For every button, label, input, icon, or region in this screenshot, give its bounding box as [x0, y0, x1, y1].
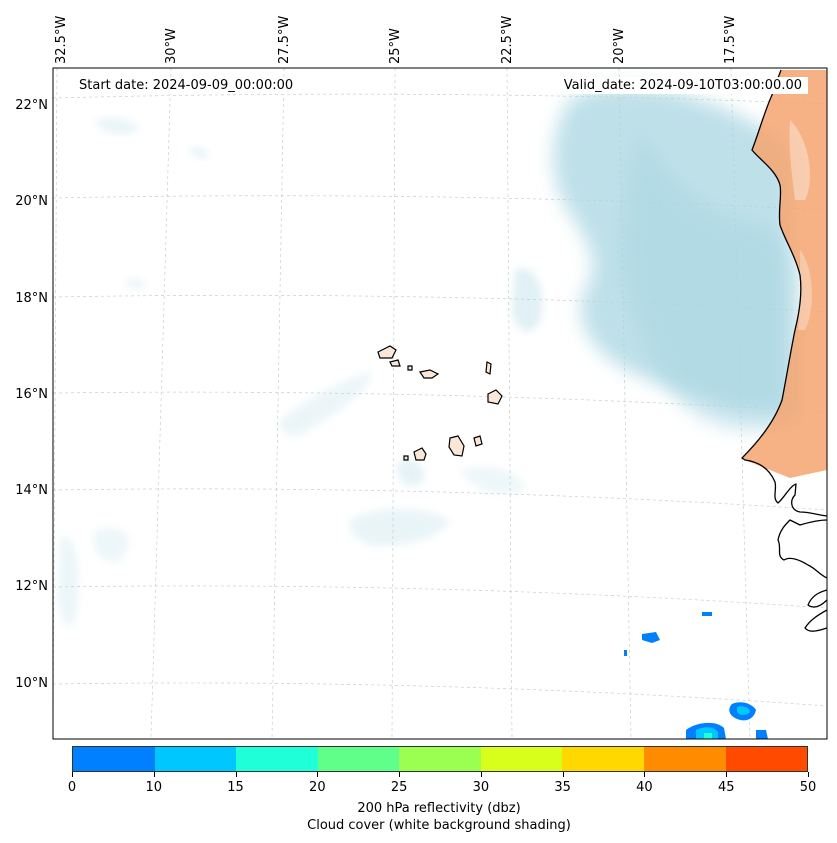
valid-date-label: Valid_date: 2024-09-10T03:00:00.00 [557, 77, 808, 94]
colorbar-segment-2 [236, 747, 318, 771]
colorbar-segment-5 [480, 747, 563, 771]
colorbar-tick-mark [399, 772, 401, 777]
cape-verde-islands [377, 345, 503, 461]
colorbar-tick-label: 50 [799, 780, 817, 795]
lat-label-16n: 16°N [15, 387, 48, 402]
colorbar-tick-label: 40 [636, 780, 653, 795]
colorbar-tick-label: 10 [145, 780, 163, 795]
colorbar-tick-mark [480, 772, 482, 777]
colorbar-tick-label: 20 [309, 780, 326, 795]
lat-label-10n: 10°N [15, 676, 48, 691]
colorbar-tick-mark [317, 772, 319, 777]
colorbar-tick-label: 35 [554, 780, 571, 795]
lat-label-12n: 12°N [15, 579, 48, 594]
colorbar-tick-mark [235, 772, 237, 777]
colorbar-tick-label: 25 [390, 780, 408, 795]
lon-label-17-5w: 17.5°W [723, 15, 738, 64]
reflectivity-cells [624, 612, 768, 739]
lon-label-25w: 25°W [388, 28, 403, 64]
colorbar-tick-label: 45 [717, 780, 735, 795]
coastlines [741, 69, 827, 632]
lon-label-32-5w: 32.5°W [54, 15, 69, 64]
colorbar-segment-7 [643, 747, 726, 771]
colorbar-segment-6 [562, 747, 644, 771]
colorbar-tick-label: 15 [227, 780, 244, 795]
colorbar-segment-8 [725, 747, 808, 771]
cloud-cover-shading [58, 86, 800, 627]
colorbar-subtitle: Cloud cover (white background shading) [307, 818, 571, 833]
graticule [53, 68, 827, 739]
colorbar-tick-label: 0 [67, 780, 77, 795]
colorbar-segment-1 [154, 747, 237, 771]
colorbar-segment-0 [73, 747, 155, 771]
lon-label-22-5w: 22.5°W [500, 15, 515, 64]
map-frame [52, 67, 828, 740]
lat-label-22n: 22°N [15, 98, 48, 113]
lon-label-27-5w: 27.5°W [277, 15, 292, 64]
colorbar-tick-mark [644, 772, 646, 777]
colorbar-tick-mark [808, 772, 809, 777]
lat-label-20n: 20°N [15, 194, 48, 209]
lon-label-20w: 20°W [612, 28, 627, 64]
lat-label-14n: 14°N [15, 483, 48, 498]
colorbar [72, 746, 808, 772]
lat-label-18n: 18°N [15, 291, 48, 306]
start-date-label: Start date: 2024-09-09_00:00:00 [73, 77, 300, 94]
colorbar-tick-mark [562, 772, 564, 777]
lon-label-30w: 30°W [164, 28, 179, 64]
colorbar-tick-mark [726, 772, 728, 777]
colorbar-segment-4 [399, 747, 481, 771]
colorbar-tick-mark [153, 772, 155, 777]
colorbar-tick-mark [72, 772, 73, 777]
colorbar-tick-label: 30 [472, 780, 490, 795]
africa-land [742, 70, 827, 478]
colorbar-title: 200 hPa reflectivity (dbz) [357, 801, 521, 816]
colorbar-segment-3 [317, 747, 400, 771]
